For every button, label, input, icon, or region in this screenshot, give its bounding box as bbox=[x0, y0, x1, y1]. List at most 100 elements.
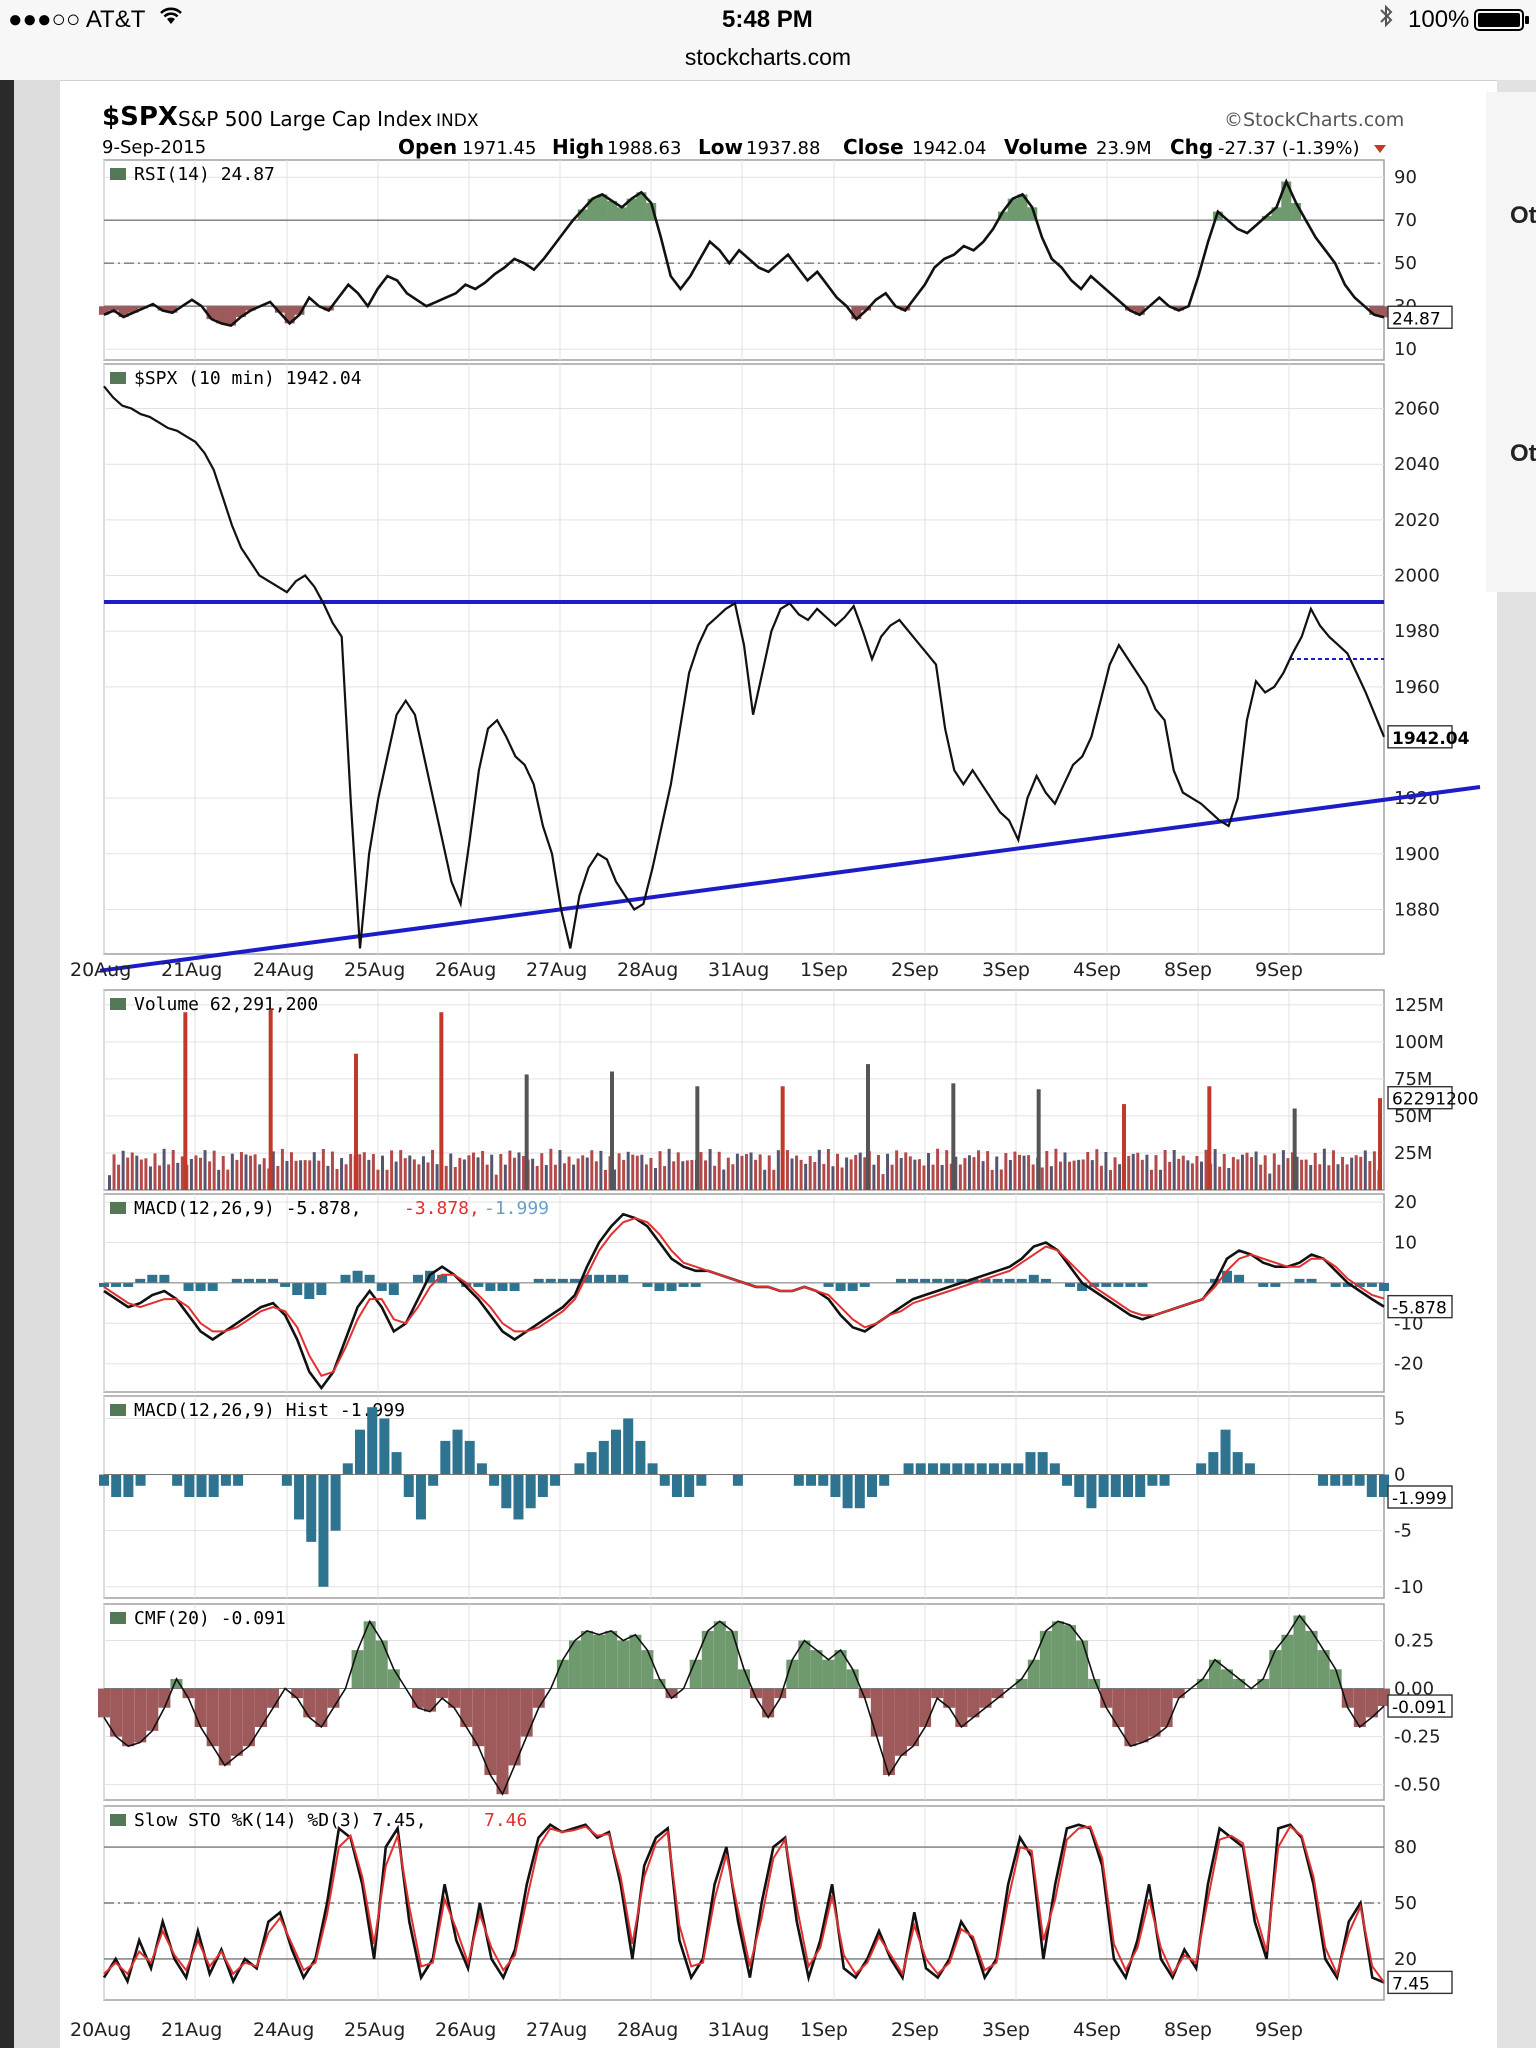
cmf-area bbox=[194, 1688, 207, 1727]
cmf-area bbox=[1015, 1678, 1028, 1689]
volume-bar bbox=[977, 1150, 981, 1190]
volume-bar bbox=[1140, 1159, 1144, 1190]
cmf-area bbox=[931, 1688, 944, 1699]
hist-bar bbox=[513, 1474, 524, 1520]
volume-bar bbox=[194, 1155, 198, 1190]
hist-bar bbox=[818, 1474, 829, 1486]
macd-hist-bar bbox=[835, 1282, 846, 1291]
volume-bar bbox=[321, 1148, 325, 1190]
last-value-label: 7.45 bbox=[1392, 1974, 1430, 1994]
y-tick-label: -10 bbox=[1394, 1313, 1423, 1334]
macd-hist-bar bbox=[292, 1282, 303, 1296]
chart-date: 9-Sep-2015 bbox=[102, 137, 206, 158]
chg-label: Chg bbox=[1170, 135, 1213, 159]
volume-bar bbox=[704, 1160, 708, 1190]
volume-bar bbox=[1104, 1152, 1108, 1190]
x-date-label: 27Aug bbox=[526, 2019, 587, 2041]
volume-bar bbox=[335, 1169, 339, 1190]
cmf-area bbox=[110, 1688, 123, 1737]
address-bar[interactable]: stockcharts.com bbox=[0, 40, 1536, 81]
volume-bar bbox=[112, 1154, 116, 1190]
rsi-overbought-fill bbox=[1291, 203, 1302, 221]
volume-bar bbox=[1149, 1169, 1153, 1190]
volume-bar bbox=[381, 1155, 384, 1190]
volume-bar bbox=[262, 1158, 266, 1190]
cmf-area bbox=[411, 1688, 424, 1708]
volume-bar bbox=[1040, 1167, 1044, 1190]
volume-spike bbox=[268, 1009, 273, 1190]
cmf-area bbox=[375, 1640, 388, 1689]
macd-hist-bar bbox=[654, 1282, 665, 1291]
hist-bar bbox=[854, 1474, 865, 1509]
y-tick-label: 1900 bbox=[1394, 844, 1440, 865]
volume-bar bbox=[162, 1148, 166, 1190]
volume-bar bbox=[180, 1156, 184, 1190]
macd-hist-bar bbox=[1089, 1282, 1100, 1287]
x-date-label: 9Sep bbox=[1255, 2019, 1303, 2041]
cmf-area bbox=[882, 1688, 895, 1776]
macd-hist-bar bbox=[678, 1282, 689, 1287]
volume-bar bbox=[472, 1152, 475, 1190]
x-date-label: 25Aug bbox=[344, 959, 405, 981]
cmf-area bbox=[182, 1688, 195, 1699]
macd-hist-bar bbox=[582, 1274, 593, 1283]
macd-hist-bar bbox=[1040, 1278, 1051, 1283]
hist-bar bbox=[988, 1463, 999, 1475]
high-label: High bbox=[552, 135, 604, 159]
cmf-area bbox=[303, 1688, 316, 1718]
volume-bar bbox=[308, 1160, 312, 1190]
volume-bar bbox=[1013, 1151, 1017, 1190]
cmf-area bbox=[1172, 1688, 1185, 1699]
macd-hist-bar bbox=[111, 1282, 122, 1287]
hist-bar bbox=[1354, 1474, 1365, 1486]
volume-bar bbox=[1159, 1169, 1163, 1190]
rsi-overbought-fill bbox=[607, 200, 618, 221]
x-date-label: 24Aug bbox=[253, 959, 314, 981]
hist-bar bbox=[172, 1474, 183, 1486]
volume-bar bbox=[512, 1157, 516, 1190]
cmf-area bbox=[472, 1688, 485, 1747]
volume-bar bbox=[1172, 1149, 1176, 1190]
x-date-label: 1Sep bbox=[800, 959, 848, 981]
rsi-overbought-fill bbox=[1261, 215, 1272, 221]
volume-label: Volume bbox=[1004, 135, 1088, 159]
volume-bar bbox=[1213, 1149, 1217, 1190]
volume-bar bbox=[790, 1158, 794, 1190]
volume-bar bbox=[1322, 1148, 1326, 1190]
volume-bar bbox=[740, 1155, 744, 1190]
y-tick-label: 20 bbox=[1394, 1192, 1417, 1213]
cmf-area bbox=[436, 1688, 449, 1699]
volume-bar bbox=[271, 1151, 275, 1190]
cmf-area bbox=[267, 1688, 280, 1708]
volume-bar bbox=[1063, 1152, 1067, 1190]
macd-hist-bar bbox=[1270, 1282, 1281, 1287]
volume-bar bbox=[1204, 1149, 1208, 1190]
volume-bar bbox=[799, 1159, 803, 1190]
hist-bar bbox=[696, 1474, 707, 1486]
volume-bar bbox=[1181, 1155, 1185, 1190]
macd-hist-bar bbox=[1379, 1282, 1389, 1291]
volume-bar bbox=[1286, 1158, 1290, 1190]
panel-legend: MACD(12,26,9) -5.878, bbox=[134, 1198, 362, 1219]
cmf-area bbox=[1051, 1621, 1064, 1689]
cmf-area bbox=[1317, 1650, 1330, 1689]
series-line bbox=[103, 385, 1386, 949]
volume-bar bbox=[1268, 1173, 1272, 1190]
cmf-area bbox=[1233, 1678, 1246, 1689]
support-trendline bbox=[99, 785, 1481, 973]
cmf-area bbox=[593, 1634, 606, 1689]
volume-bar bbox=[1350, 1157, 1354, 1190]
hist-bar bbox=[281, 1474, 292, 1486]
y-tick-label: 0 bbox=[1394, 1465, 1405, 1486]
y-tick-label: 10 bbox=[1394, 339, 1417, 360]
volume-spike bbox=[439, 1012, 444, 1190]
volume-bar bbox=[171, 1149, 175, 1190]
macd-hist-bar bbox=[304, 1282, 315, 1300]
cmf-area bbox=[762, 1688, 775, 1718]
volume-bar bbox=[699, 1152, 703, 1190]
cmf-area bbox=[1257, 1678, 1270, 1689]
hist-bar bbox=[806, 1474, 817, 1486]
volume-bar bbox=[726, 1157, 730, 1190]
hist-bar bbox=[1330, 1474, 1341, 1486]
hist-bar bbox=[1379, 1474, 1389, 1497]
